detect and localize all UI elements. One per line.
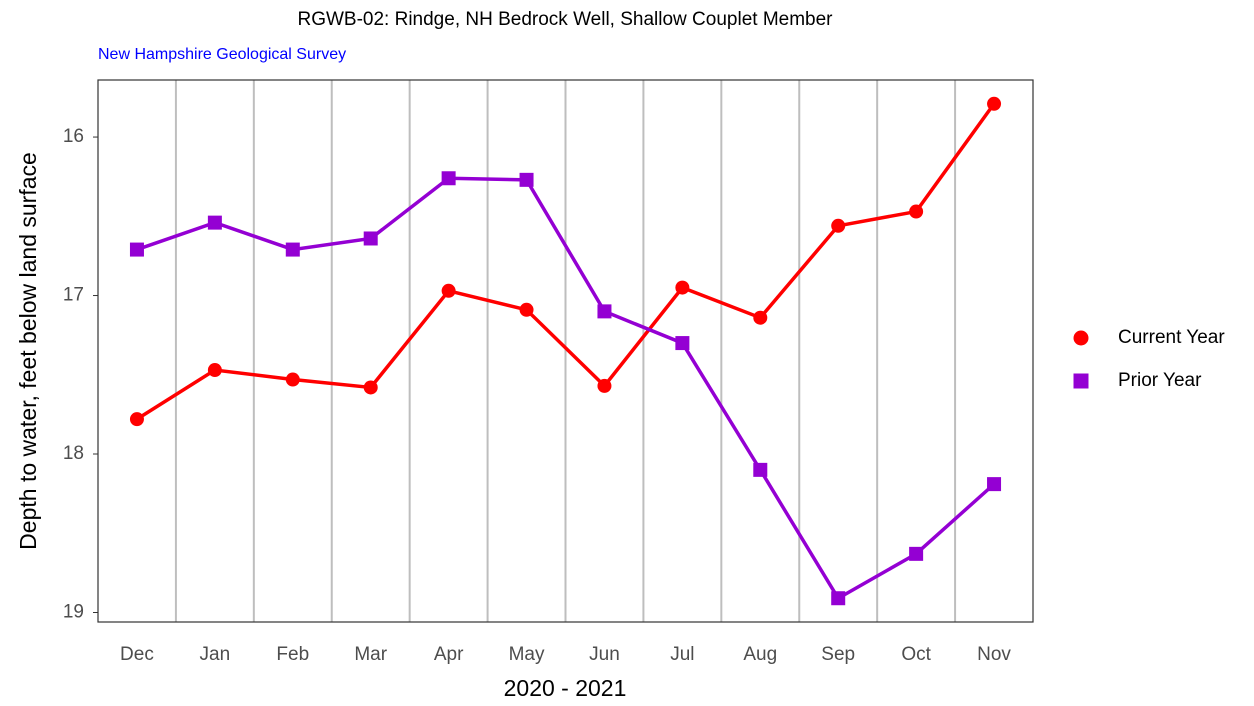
x-tick-label: Jul: [670, 644, 694, 665]
point: [987, 96, 1002, 111]
point: [753, 462, 768, 477]
legend-marker: [1073, 330, 1089, 346]
point: [129, 242, 144, 257]
x-tick-label: Feb: [276, 644, 309, 665]
y-tick-label: 19: [63, 602, 84, 623]
point: [831, 218, 846, 233]
legend-label: Current Year: [1118, 327, 1225, 348]
point: [753, 310, 768, 325]
point: [909, 204, 924, 219]
point: [207, 215, 222, 230]
point: [597, 304, 612, 319]
point: [675, 280, 690, 295]
x-tick-label: Sep: [821, 644, 855, 665]
x-tick-label: Dec: [120, 644, 154, 665]
y-axis-label: Depth to water, feet below land surface: [15, 152, 41, 550]
x-tick-label: Aug: [743, 644, 777, 665]
x-tick-label: Jun: [589, 644, 620, 665]
plot-border: [97, 79, 1034, 623]
x-axis-label: 2020 - 2021: [504, 675, 627, 701]
x-tick-label: Jan: [200, 644, 231, 665]
x-tick-label: Apr: [434, 644, 464, 665]
y-tick-label: 18: [63, 443, 84, 464]
legend-marker: [1073, 373, 1089, 389]
point: [441, 171, 456, 186]
point: [675, 336, 690, 351]
chart-title: RGWB-02: Rindge, NH Bedrock Well, Shallo…: [297, 9, 833, 30]
x-tick-label: Nov: [977, 644, 1011, 665]
point: [597, 378, 612, 393]
x-tick-label: May: [509, 644, 545, 665]
point: [909, 546, 924, 561]
point: [519, 172, 534, 187]
point: [363, 380, 378, 395]
series-line: [136, 102, 996, 421]
point: [441, 283, 456, 298]
y-tick-label: 16: [63, 126, 84, 147]
point: [519, 302, 534, 317]
point: [285, 242, 300, 257]
point: [285, 372, 300, 387]
point: [363, 231, 378, 246]
point: [207, 363, 222, 378]
chart-subtitle: New Hampshire Geological Survey: [98, 46, 346, 63]
series-line: [136, 176, 996, 601]
point: [831, 591, 846, 606]
x-tick-label: Oct: [901, 644, 931, 665]
y-tick-label: 17: [63, 285, 84, 306]
point: [129, 412, 144, 427]
point: [987, 477, 1002, 492]
x-tick-label: Mar: [354, 644, 387, 665]
legend-label: Prior Year: [1118, 370, 1202, 391]
